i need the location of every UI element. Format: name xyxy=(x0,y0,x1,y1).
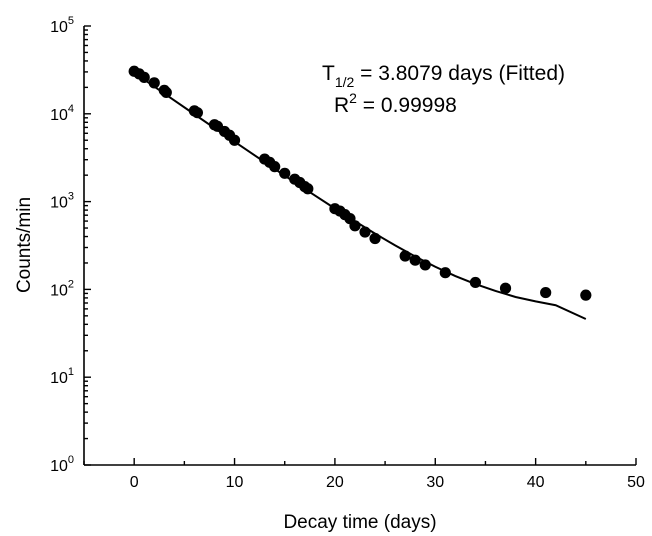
data-points-layer xyxy=(128,65,592,301)
data-point xyxy=(349,220,361,232)
y-tick-exponent: 0 xyxy=(68,454,74,466)
half-life-annotation: T1/2 = 3.8079 days (Fitted) xyxy=(322,62,565,90)
data-point xyxy=(302,183,314,195)
data-point xyxy=(409,254,421,266)
x-tick-label: 50 xyxy=(627,474,645,491)
data-point xyxy=(469,276,482,289)
half-life-subscript: 1/2 xyxy=(335,74,355,90)
y-tick-exponent: 1 xyxy=(68,366,74,378)
x-tick-label: 10 xyxy=(226,474,244,491)
half-life-value: = 3.8079 days (Fitted) xyxy=(354,62,565,85)
r-squared-superscript: 2 xyxy=(349,90,357,106)
y-tick-base: 10 xyxy=(50,107,68,124)
data-point xyxy=(148,77,160,89)
data-point xyxy=(228,134,241,146)
data-point xyxy=(138,71,150,83)
y-axis-title: Counts/min xyxy=(14,197,35,293)
x-tick-label: 0 xyxy=(130,474,139,491)
data-point xyxy=(269,161,281,173)
y-tick-base: 10 xyxy=(50,19,68,36)
y-tick-label: 101 xyxy=(50,366,74,387)
y-tick-label: 104 xyxy=(50,103,74,124)
y-tick-label: 105 xyxy=(50,15,74,36)
r-squared-value: = 0.99998 xyxy=(357,94,457,117)
y-tick-exponent: 3 xyxy=(68,191,74,203)
y-tick-base: 10 xyxy=(50,370,68,387)
y-tick-exponent: 5 xyxy=(68,15,74,27)
y-tick-exponent: 4 xyxy=(68,103,74,115)
x-axis-title: Decay time (days) xyxy=(283,512,436,533)
y-tick-label: 103 xyxy=(50,191,74,212)
x-tick-label: 20 xyxy=(326,474,344,491)
data-point xyxy=(399,250,411,262)
y-tick-base: 10 xyxy=(50,282,68,299)
data-point xyxy=(580,289,592,301)
data-point xyxy=(359,226,371,238)
data-point xyxy=(279,167,291,179)
r-squared-symbol: R xyxy=(334,94,349,117)
y-tick-base: 10 xyxy=(50,458,68,475)
y-tick-label: 100 xyxy=(50,454,74,475)
r-squared-annotation: R2 = 0.99998 xyxy=(334,90,457,117)
x-tick-label: 30 xyxy=(426,474,444,491)
data-point xyxy=(499,282,512,294)
data-point xyxy=(160,86,172,99)
y-tick-label: 102 xyxy=(50,278,74,299)
half-life-symbol: T xyxy=(322,62,335,85)
data-point xyxy=(419,259,431,271)
x-tick-label: 40 xyxy=(527,474,545,491)
data-point xyxy=(540,286,552,299)
data-point xyxy=(369,232,381,245)
data-point xyxy=(439,267,451,279)
data-point xyxy=(191,107,204,119)
y-tick-base: 10 xyxy=(50,195,68,212)
y-tick-exponent: 2 xyxy=(68,278,74,290)
